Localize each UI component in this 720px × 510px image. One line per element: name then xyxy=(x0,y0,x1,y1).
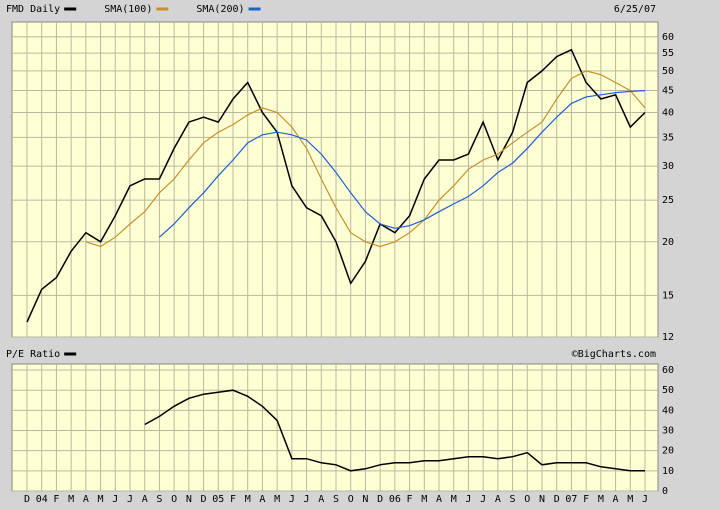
x-tick-label: D xyxy=(201,494,207,505)
y-tick-label: 40 xyxy=(662,405,674,416)
x-tick-label: D xyxy=(554,494,560,505)
x-tick-label: D xyxy=(24,494,30,505)
y-tick-label: 55 xyxy=(662,48,674,59)
x-tick-label: M xyxy=(627,494,633,505)
y-tick-label: 15 xyxy=(662,290,674,301)
x-tick-label: A xyxy=(318,494,324,505)
x-tick-label: M xyxy=(98,494,104,505)
x-tick-label: O xyxy=(171,494,177,505)
x-tick-label: S xyxy=(333,494,339,505)
y-tick-label: 20 xyxy=(662,237,674,248)
x-tick-label: M xyxy=(274,494,280,505)
x-tick-label: N xyxy=(362,494,368,505)
legend-label: FMD Daily xyxy=(6,4,60,15)
y-tick-label: 30 xyxy=(662,161,674,172)
x-tick-label: M xyxy=(598,494,604,505)
x-tick-label: J xyxy=(480,494,486,505)
y-tick-label: 25 xyxy=(662,195,674,206)
x-tick-label: S xyxy=(156,494,162,505)
y-tick-label: 30 xyxy=(662,426,674,437)
date-label: 6/25/07 xyxy=(614,4,656,15)
y-tick-label: 40 xyxy=(662,108,674,119)
x-tick-label: M xyxy=(245,494,251,505)
legend-label: P/E Ratio xyxy=(6,349,60,360)
x-tick-label: A xyxy=(613,494,619,505)
y-tick-label: 45 xyxy=(662,86,674,97)
x-tick-label: 05 xyxy=(212,494,224,505)
y-tick-label: 50 xyxy=(662,66,674,77)
x-tick-label: O xyxy=(348,494,354,505)
y-tick-label: 10 xyxy=(662,466,674,477)
x-tick-label: A xyxy=(83,494,89,505)
x-tick-label: M xyxy=(68,494,74,505)
series-line xyxy=(26,48,646,323)
x-tick-label: J xyxy=(112,494,118,505)
x-tick-label: F xyxy=(53,494,59,505)
series-line xyxy=(158,90,646,238)
x-tick-label: M xyxy=(421,494,427,505)
x-tick-label: D xyxy=(377,494,383,505)
y-tick-label: 60 xyxy=(662,365,674,376)
x-tick-label: A xyxy=(142,494,148,505)
price-plot-area xyxy=(11,21,659,338)
x-tick-label: A xyxy=(259,494,265,505)
x-tick-label: N xyxy=(539,494,545,505)
y-tick-label: 12 xyxy=(662,332,674,343)
legend-label: SMA(200) xyxy=(196,4,244,15)
credit: ©BigCharts.com xyxy=(572,349,656,360)
x-tick-label: J xyxy=(127,494,133,505)
x-tick-label: J xyxy=(642,494,648,505)
pe-plot-area xyxy=(11,363,659,492)
y-tick-label: 20 xyxy=(662,446,674,457)
x-tick-label: A xyxy=(495,494,501,505)
x-tick-label: A xyxy=(436,494,442,505)
x-tick-label: 07 xyxy=(565,494,577,505)
x-tick-label: F xyxy=(230,494,236,505)
x-tick-label: M xyxy=(451,494,457,505)
x-tick-label: 06 xyxy=(389,494,401,505)
x-tick-label: O xyxy=(524,494,530,505)
legend-label: SMA(100) xyxy=(104,4,152,15)
x-tick-label: 04 xyxy=(36,494,48,505)
x-tick-label: N xyxy=(186,494,192,505)
y-tick-label: 0 xyxy=(662,486,668,497)
x-tick-label: F xyxy=(583,494,589,505)
x-tick-label: J xyxy=(289,494,295,505)
y-tick-label: 35 xyxy=(662,132,674,143)
y-tick-label: 50 xyxy=(662,385,674,396)
x-tick-label: F xyxy=(407,494,413,505)
series-line xyxy=(85,70,646,248)
x-tick-label: J xyxy=(304,494,310,505)
x-tick-label: J xyxy=(465,494,471,505)
x-tick-label: S xyxy=(510,494,516,505)
series-line xyxy=(144,389,645,472)
y-tick-label: 60 xyxy=(662,32,674,43)
